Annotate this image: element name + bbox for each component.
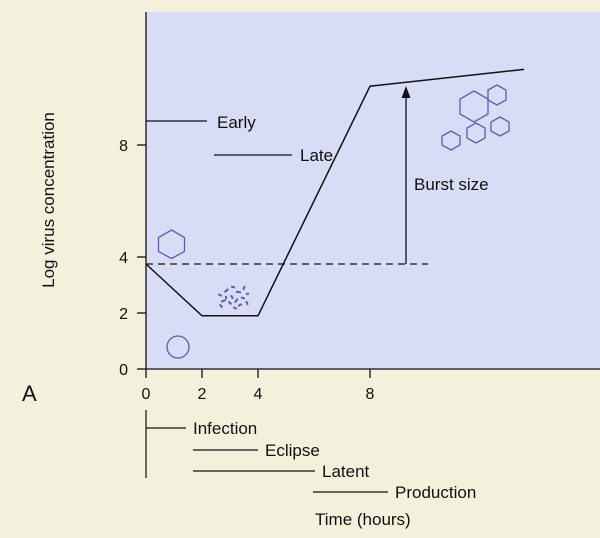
infection-phase-label: Infection bbox=[193, 419, 257, 438]
x-tick-label-2: 2 bbox=[198, 386, 207, 403]
x-tick-label-4: 4 bbox=[254, 386, 263, 403]
panel-label: A bbox=[22, 381, 37, 406]
burst-size-arrowhead bbox=[401, 86, 411, 98]
y-tick-label-2: 2 bbox=[119, 306, 128, 323]
y-tick-label-8: 8 bbox=[119, 138, 128, 155]
x-tick-label-0: 0 bbox=[142, 386, 151, 403]
x-tick-label-8: 8 bbox=[366, 386, 375, 403]
late-label: Late bbox=[300, 146, 333, 165]
hexagon-virion-icon bbox=[157, 229, 186, 260]
y-tick-label-4: 4 bbox=[119, 250, 128, 267]
early-label: Early bbox=[217, 113, 256, 132]
y-axis-title: Log virus concentration bbox=[39, 112, 58, 288]
plot-area bbox=[146, 12, 600, 369]
latent-phase-label: Latent bbox=[322, 462, 370, 481]
eclipse-phase-label: Eclipse bbox=[265, 441, 320, 460]
uncoated-fragments-icon bbox=[217, 285, 250, 310]
burst-size-label: Burst size bbox=[414, 175, 489, 194]
virion-cluster-icon bbox=[441, 84, 510, 151]
x-axis-title: Time (hours) bbox=[315, 510, 411, 529]
production-phase-label: Production bbox=[395, 483, 476, 502]
round-virion-icon bbox=[166, 335, 190, 359]
growth-curve-line bbox=[145, 68, 525, 317]
y-tick-label-0: 0 bbox=[119, 362, 128, 379]
